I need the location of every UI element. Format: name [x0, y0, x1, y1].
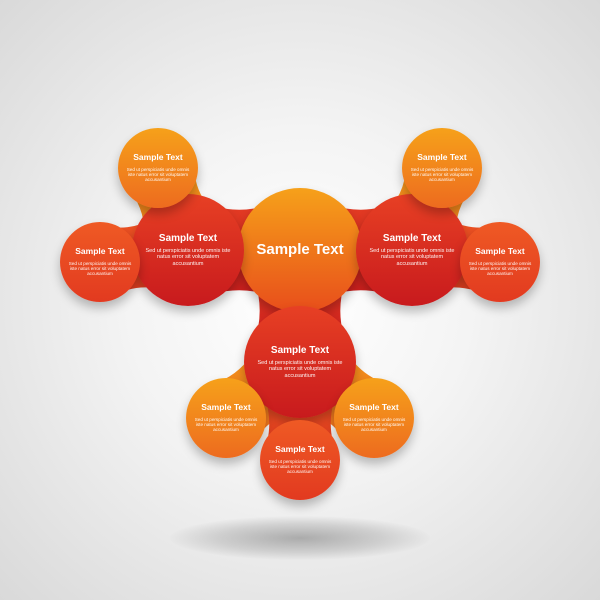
node-body: Sed ut perspiciatis unde omnis iste natu…: [365, 248, 459, 267]
node-hub-left: Sample Text Sed ut perspiciatis unde omni…: [132, 194, 244, 306]
node-body: Sed ut perspiciatis unde omnis iste natu…: [66, 261, 133, 277]
node-body: Sed ut perspiciatis unde omnis iste natu…: [340, 417, 407, 433]
node-title: Sample Text: [133, 153, 182, 162]
node-leaf-r: Sample Text Sed ut perspiciatis unde omni…: [460, 222, 540, 302]
node-hub-right: Sample Text Sed ut perspiciatis unde omni…: [356, 194, 468, 306]
node-body: Sed ut perspiciatis unde omnis iste natu…: [466, 261, 533, 277]
node-leaf-br: Sample Text Sed ut perspiciatis unde omni…: [334, 378, 414, 458]
node-leaf-bl: Sample Text Sed ut perspiciatis unde omni…: [186, 378, 266, 458]
node-title: Sample Text: [417, 153, 466, 162]
node-leaf-tr: Sample Text Sed ut perspiciatis unde omni…: [402, 128, 482, 208]
node-title: Sample Text: [75, 247, 124, 256]
node-title: Sample Text: [475, 247, 524, 256]
node-leaf-tl: Sample Text Sed ut perspiciatis unde omni…: [118, 128, 198, 208]
node-body: Sed ut perspiciatis unde omnis iste natu…: [141, 248, 235, 267]
node-title: Sample Text: [383, 233, 441, 244]
node-body: Sed ut perspiciatis unde omnis iste natu…: [408, 167, 475, 183]
node-title: Sample Text: [256, 242, 343, 259]
node-leaf-b: Sample Text Sed ut perspiciatis unde omni…: [260, 420, 340, 500]
node-body: Sed ut perspiciatis unde omnis iste natu…: [124, 167, 191, 183]
node-title: Sample Text: [349, 403, 398, 412]
node-body: Sed ut perspiciatis unde omnis iste natu…: [266, 459, 333, 475]
node-title: Sample Text: [275, 445, 324, 454]
diagram-stage: Sample Text Sample Text Sed ut perspiciati…: [0, 0, 600, 600]
node-body: Sed ut perspiciatis unde omnis iste natu…: [253, 360, 347, 379]
node-title: Sample Text: [271, 345, 329, 356]
node-leaf-l: Sample Text Sed ut perspiciatis unde omni…: [60, 222, 140, 302]
node-title: Sample Text: [201, 403, 250, 412]
node-center: Sample Text: [238, 188, 362, 312]
node-title: Sample Text: [159, 233, 217, 244]
node-body: Sed ut perspiciatis unde omnis iste natu…: [192, 417, 259, 433]
